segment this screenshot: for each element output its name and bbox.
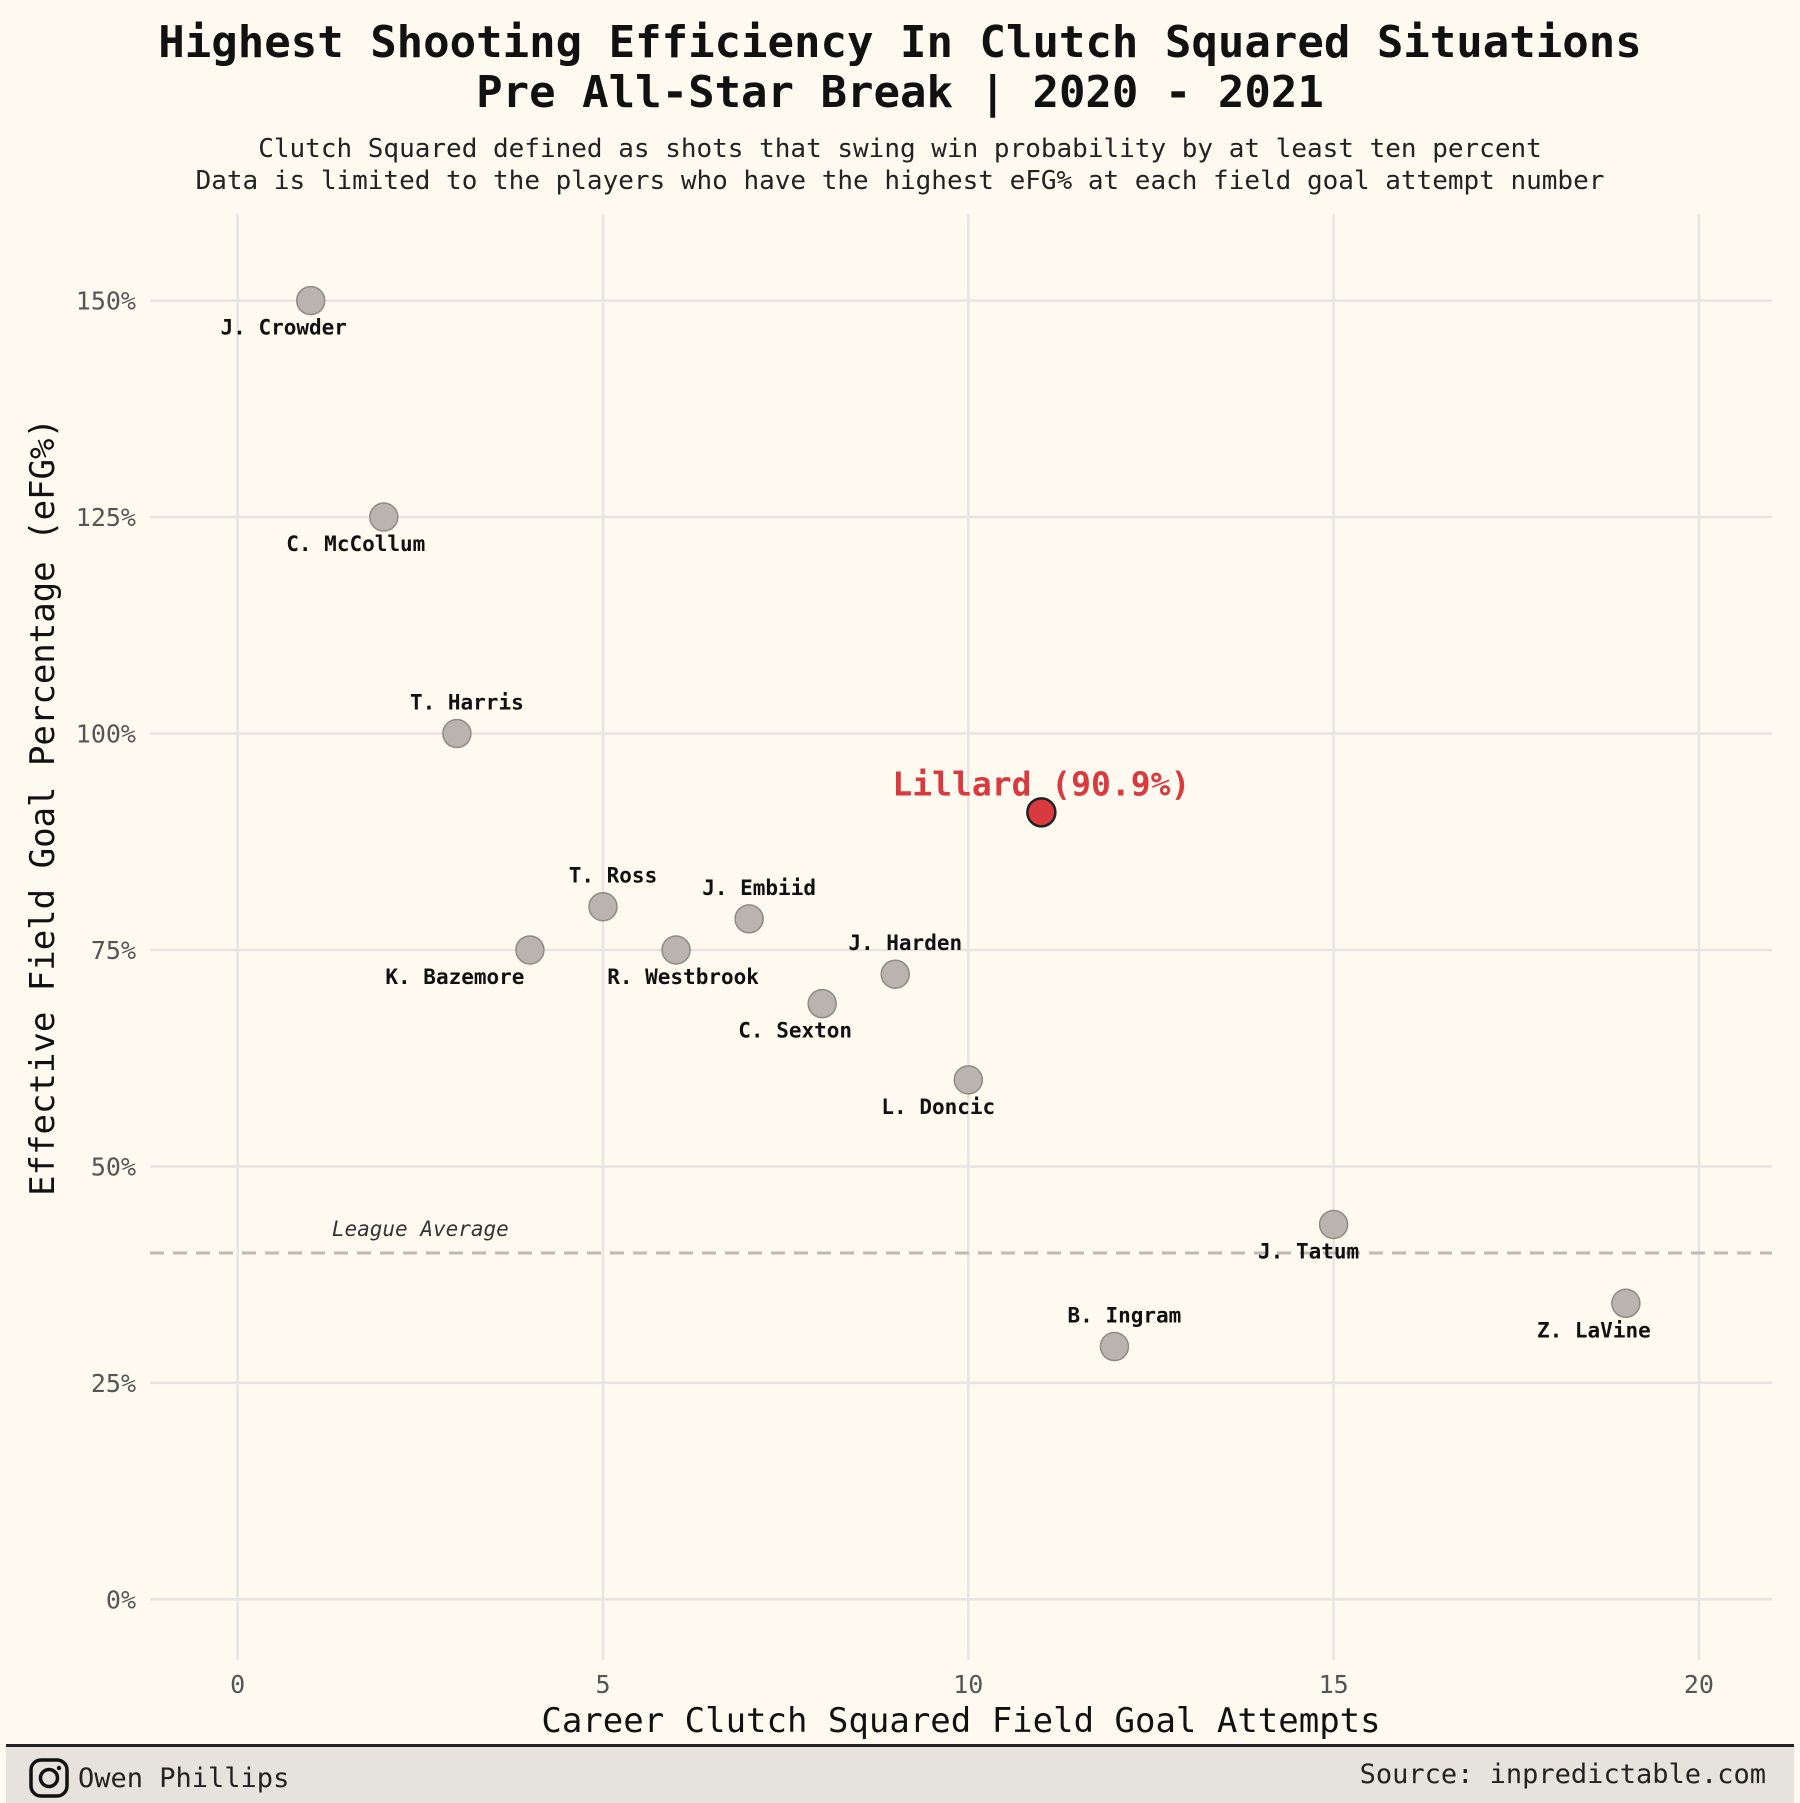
point-label: T. Ross [569, 864, 658, 888]
instagram-icon [29, 1758, 69, 1798]
point-label: T. Harris [410, 691, 524, 715]
y-tick-label: 100% [76, 720, 136, 749]
point-label: J. Embiid [702, 876, 816, 900]
data-point [588, 891, 618, 922]
chart-title: Highest Shooting Efficiency In Clutch Sq… [0, 18, 1800, 118]
y-tick-label: 25% [91, 1369, 136, 1398]
data-point [880, 959, 910, 989]
y-tick-label: 0% [106, 1585, 136, 1614]
chart-subtitle-line-2: Data is limited to the players who have … [195, 166, 1605, 196]
scatter-chart: 0 5 10 15 20 0% 25% 50% 75% 100% 125% 150% Career Cl… [23, 214, 1772, 1740]
data-point [369, 502, 399, 532]
data-point [1611, 1288, 1641, 1319]
chart-title-line-1: Highest Shooting Efficiency In Clutch Sq… [158, 17, 1642, 68]
point-label: K. Bazemore [385, 965, 524, 989]
x-tick-label: 15 [1319, 1670, 1349, 1699]
point-label: L. Doncic [881, 1095, 995, 1119]
data-point [1318, 1209, 1349, 1240]
data-point [953, 1065, 984, 1095]
footer-source: Source: inpredictable.com [1359, 1759, 1766, 1790]
footer-credit: Owen Phillips [28, 1757, 289, 1799]
chart-subtitle: Clutch Squared defined as shots that swi… [0, 133, 1800, 197]
x-tick-label: 0 [230, 1670, 245, 1699]
x-tick-label: 10 [953, 1670, 983, 1699]
y-tick-label: 75% [91, 936, 136, 965]
highlight-point-label: Lillard (90.9%) [892, 764, 1190, 803]
point-label: J. Tatum [1258, 1239, 1359, 1263]
chart-title-line-2: Pre All-Star Break | 2020 - 2021 [476, 67, 1324, 118]
y-axis-title: Effective Field Goal Percentage (eFG%) [23, 418, 63, 1196]
point-label: J. Crowder [221, 316, 347, 340]
data-point [734, 904, 764, 934]
data-point [807, 988, 837, 1019]
x-tick-label: 5 [595, 1670, 610, 1699]
footer-bar: Owen Phillips Source: inpredictable.com [6, 1744, 1794, 1803]
data-point [1099, 1331, 1130, 1362]
data-point [442, 718, 472, 749]
league-average-label: League Average [332, 1217, 509, 1241]
footer-author: Owen Phillips [78, 1762, 290, 1794]
point-label: C. McCollum [286, 532, 425, 556]
point-label: B. Ingram [1068, 1304, 1182, 1328]
y-tick-label: 50% [91, 1152, 136, 1181]
x-tick-label: 20 [1684, 1670, 1714, 1699]
chart-subtitle-line-1: Clutch Squared defined as shots that swi… [258, 134, 1542, 164]
point-label: J. Harden [848, 931, 962, 955]
x-axis-title: Career Clutch Squared Field Goal Attempt… [541, 1701, 1380, 1740]
point-label: R. Westbrook [607, 965, 759, 989]
y-tick-label: 125% [76, 503, 136, 532]
point-label: Z. LaVine [1537, 1318, 1651, 1342]
data-point [661, 935, 691, 965]
data-point [515, 935, 545, 965]
y-tick-label: 150% [76, 287, 136, 316]
data-point [1026, 797, 1057, 828]
data-point [295, 285, 326, 316]
point-label: C. Sexton [738, 1019, 852, 1043]
